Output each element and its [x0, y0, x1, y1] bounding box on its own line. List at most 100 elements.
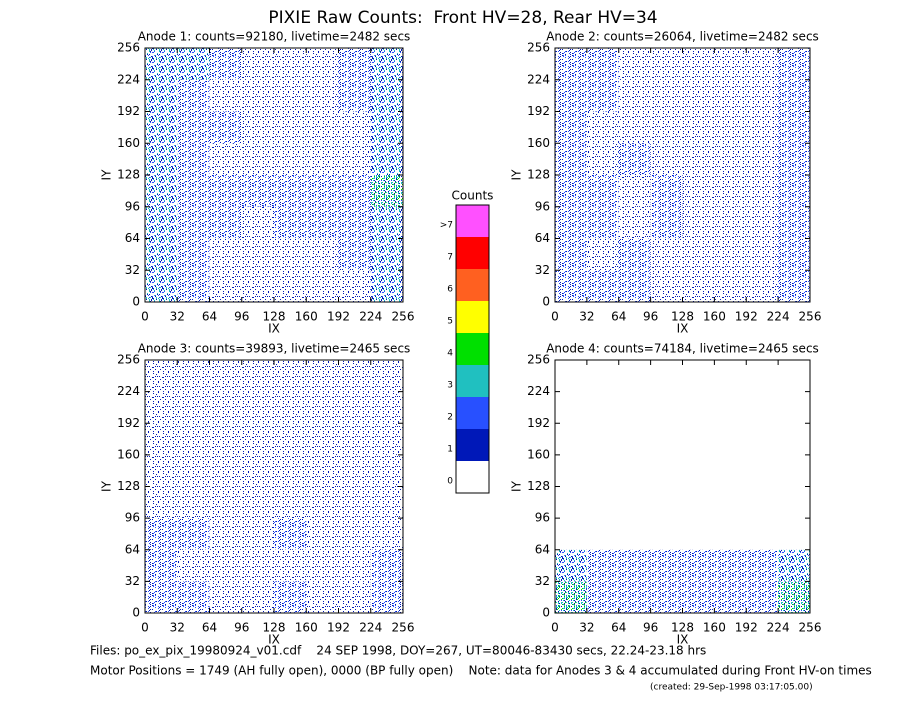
- heat-cell: [682, 143, 715, 175]
- y-tick-label: 256: [527, 41, 550, 55]
- heat-cell: [209, 143, 242, 175]
- colorbar-frame: [455, 204, 490, 494]
- heat-cell: [241, 549, 274, 582]
- colorbar-swatch: [456, 269, 489, 301]
- y-tick-label: 224: [117, 384, 140, 398]
- heat-cell: [241, 486, 274, 519]
- heat-cell: [586, 454, 619, 487]
- y-tick-label: 128: [117, 168, 140, 182]
- heat-cell: [177, 549, 210, 582]
- heat-cell: [338, 518, 371, 550]
- heat-cell: [650, 238, 683, 271]
- heat-cell: [274, 206, 307, 239]
- heat-cell: [177, 175, 210, 207]
- heat-cell: [778, 486, 810, 519]
- x-tick-label: 64: [202, 310, 217, 324]
- heat-cell: [145, 423, 178, 455]
- x-tick-label: 192: [735, 310, 758, 324]
- y-tick-label: 64: [125, 231, 140, 245]
- heat-cell: [555, 206, 587, 239]
- heat-cell: [714, 79, 747, 112]
- heat-cell: [370, 360, 403, 392]
- heat-cell: [555, 360, 587, 392]
- heat-cell: [306, 175, 339, 207]
- heat-cell: [555, 270, 587, 302]
- y-tick-label: 32: [535, 574, 550, 588]
- x-tick-label: 0: [141, 310, 149, 324]
- heat-cell: [370, 581, 403, 613]
- heat-cell: [209, 175, 242, 207]
- y-tick-label: 256: [117, 353, 140, 367]
- y-tick-label: 32: [125, 574, 140, 588]
- heat-cell: [778, 238, 810, 271]
- heat-cell: [145, 518, 178, 550]
- footer-motor: Motor Positions = 1749 (AH fully open), …: [90, 664, 872, 678]
- heat-cell: [714, 581, 747, 613]
- y-tick-label: 96: [535, 199, 550, 213]
- heat-cell: [241, 391, 274, 424]
- x-tick-label: 128: [263, 310, 286, 324]
- heat-cell: [650, 270, 683, 302]
- heat-cell: [177, 423, 210, 455]
- heat-cell: [145, 111, 178, 144]
- heat-cell: [746, 423, 779, 455]
- heat-cell: [555, 518, 587, 550]
- heat-cell: [274, 486, 307, 519]
- heat-cell: [682, 360, 715, 392]
- x-tick-label: 256: [392, 621, 415, 635]
- heat-cell: [370, 175, 403, 207]
- heat-cell: [714, 486, 747, 519]
- heat-cell: [241, 48, 274, 80]
- colorbar-swatch: [456, 429, 489, 461]
- y-tick-label: 0: [132, 295, 140, 309]
- heat-cell: [338, 486, 371, 519]
- heat-cell: [714, 238, 747, 271]
- heat-cell: [778, 454, 810, 487]
- heat-cell: [274, 175, 307, 207]
- heat-cell: [778, 360, 810, 392]
- heat-cell: [177, 111, 210, 144]
- colorbar-label: 2: [447, 412, 453, 422]
- heat-cell: [145, 270, 178, 302]
- heat-cell: [714, 143, 747, 175]
- heat-cell: [145, 238, 178, 271]
- heat-cell: [274, 454, 307, 487]
- heat-cell: [650, 423, 683, 455]
- heat-cell: [778, 206, 810, 239]
- heat-cell: [177, 581, 210, 613]
- heat-cell: [778, 111, 810, 144]
- heat-cell: [338, 423, 371, 455]
- heat-cell: [714, 206, 747, 239]
- heat-cell: [746, 549, 779, 582]
- x-tick-label: 96: [643, 310, 658, 324]
- colorbar-label: 0: [447, 476, 453, 486]
- heat-cell: [618, 549, 651, 582]
- panel-title: Anode 2: counts=26064, livetime=2482 sec…: [546, 30, 819, 44]
- heat-cell: [586, 206, 619, 239]
- heat-cell: [306, 270, 339, 302]
- figure-title: PIXIE Raw Counts: Front HV=28, Rear HV=3…: [268, 8, 657, 28]
- heat-cell: [714, 391, 747, 424]
- heat-cell: [241, 175, 274, 207]
- heat-cell: [778, 549, 810, 582]
- y-tick-label: 64: [535, 542, 550, 556]
- heat-cell: [306, 486, 339, 519]
- heat-cell: [618, 423, 651, 455]
- heat-cell: [746, 581, 779, 613]
- heat-cell: [209, 549, 242, 582]
- heat-cell: [306, 143, 339, 175]
- heat-cell: [338, 549, 371, 582]
- heat-cell: [555, 423, 587, 455]
- colorbar-swatch: [456, 397, 489, 429]
- y-tick-label: 192: [527, 416, 550, 430]
- heat-cell: [555, 79, 587, 112]
- heat-cell: [682, 238, 715, 271]
- heat-cell: [209, 454, 242, 487]
- heat-cell: [650, 111, 683, 144]
- colorbar-swatch: [456, 365, 489, 397]
- x-tick-label: 64: [611, 310, 626, 324]
- x-axis-label: IX: [268, 633, 280, 647]
- y-tick-label: 128: [527, 168, 550, 182]
- heat-cell: [714, 48, 747, 80]
